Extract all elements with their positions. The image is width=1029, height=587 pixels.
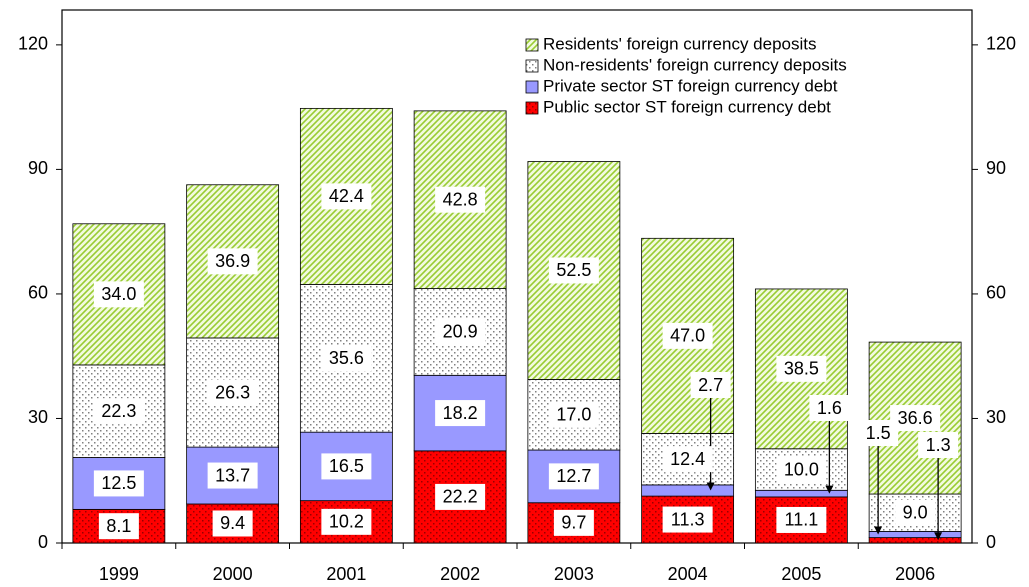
- value-label: 22.2: [443, 487, 478, 507]
- label-box: [321, 453, 372, 480]
- legend-swatch: [525, 101, 539, 115]
- legend-swatch: [525, 38, 539, 52]
- callout-arrowhead: [934, 532, 943, 541]
- value-label: 18.2: [443, 403, 478, 423]
- label-box: [207, 248, 258, 275]
- label-box: [690, 372, 731, 398]
- label-box: [553, 509, 594, 536]
- label-box: [548, 257, 599, 284]
- label-box: [435, 400, 486, 427]
- bar-segment: [641, 484, 735, 497]
- y2-tick-label: 120: [986, 34, 1016, 54]
- value-label: 13.7: [215, 465, 250, 485]
- bar-segment: [868, 530, 962, 539]
- value-label: 2.7: [698, 375, 723, 395]
- label-box: [435, 483, 486, 510]
- label-box: [212, 510, 253, 537]
- value-label: 10.0: [784, 459, 819, 479]
- value-label: 10.2: [329, 512, 364, 532]
- label-box: [890, 405, 941, 432]
- y-tick-label: 90: [28, 158, 48, 178]
- label-box: [321, 345, 372, 372]
- x-tick-label: 1999: [99, 564, 139, 584]
- label-box: [93, 470, 144, 497]
- value-label: 12.7: [556, 466, 591, 486]
- y-tick-label: 60: [28, 283, 48, 303]
- legend-label: Non-residents' foreign currency deposits: [543, 55, 847, 74]
- label-box: [662, 446, 713, 473]
- x-tick-label: 2005: [781, 564, 821, 584]
- value-label: 42.8: [443, 189, 478, 209]
- bar-segment: [868, 537, 962, 544]
- label-box: [662, 322, 713, 349]
- value-label: 9.4: [220, 513, 245, 533]
- legend-swatch: [525, 80, 539, 94]
- y2-tick-label: 60: [986, 283, 1006, 303]
- value-label: 52.5: [556, 260, 591, 280]
- value-label: 11.1: [785, 510, 819, 530]
- y2-tick-label: 30: [986, 407, 1006, 427]
- x-tick-label: 2001: [326, 564, 366, 584]
- value-label: 20.9: [443, 322, 478, 342]
- label-box: [918, 432, 959, 458]
- value-label: 9.0: [903, 502, 928, 522]
- x-tick-label: 2000: [213, 564, 253, 584]
- label-box: [93, 281, 144, 308]
- label-box: [435, 318, 486, 345]
- value-label: 17.0: [556, 404, 591, 424]
- value-label: 22.3: [101, 401, 136, 421]
- value-label: 16.5: [329, 456, 364, 476]
- value-label: 1.5: [866, 423, 891, 443]
- value-label: 12.4: [670, 449, 705, 469]
- callout-arrowhead: [874, 526, 883, 535]
- value-label: 8.1: [106, 516, 131, 536]
- label-box: [93, 398, 144, 425]
- callout-arrowhead: [706, 482, 715, 491]
- label-box: [435, 186, 486, 213]
- value-label: 9.7: [561, 513, 586, 533]
- value-label: 38.5: [784, 359, 819, 379]
- label-box: [548, 463, 599, 490]
- label-box: [98, 513, 139, 540]
- legend-label: Public sector ST foreign currency debt: [543, 97, 831, 116]
- legend-label: Residents' foreign currency deposits: [543, 34, 817, 53]
- x-tick-label: 2004: [668, 564, 708, 584]
- label-box: [776, 355, 827, 382]
- x-tick-label: 2002: [440, 564, 480, 584]
- y-tick-label: 0: [38, 532, 48, 552]
- value-label: 26.3: [215, 382, 250, 402]
- x-tick-label: 2003: [554, 564, 594, 584]
- label-box: [776, 506, 827, 533]
- bar-segment: [754, 489, 848, 498]
- callout-arrowhead: [825, 485, 834, 494]
- legend-label: Private sector ST foreign currency debt: [543, 76, 838, 95]
- label-box: [207, 379, 258, 406]
- legend-swatch: [525, 59, 539, 73]
- label-box: [321, 508, 372, 535]
- y-tick-label: 120: [18, 34, 48, 54]
- y2-tick-label: 0: [986, 532, 996, 552]
- y-tick-label: 30: [28, 407, 48, 427]
- label-box: [321, 183, 372, 210]
- value-label: 1.6: [817, 398, 842, 418]
- value-label: 36.9: [215, 251, 250, 271]
- value-label: 1.3: [926, 435, 951, 455]
- label-box: [548, 401, 599, 428]
- label-box: [776, 456, 827, 483]
- y2-tick-label: 90: [986, 158, 1006, 178]
- value-label: 35.6: [329, 348, 364, 368]
- value-label: 42.4: [329, 186, 364, 206]
- value-label: 36.6: [898, 408, 933, 428]
- label-box: [809, 395, 850, 421]
- value-label: 34.0: [101, 284, 136, 304]
- value-label: 12.5: [101, 473, 136, 493]
- label-box: [895, 499, 936, 526]
- value-label: 11.3: [671, 509, 705, 529]
- label-box: [207, 462, 258, 489]
- value-label: 47.0: [670, 326, 705, 346]
- label-box: [662, 506, 713, 533]
- x-tick-label: 2006: [895, 564, 935, 584]
